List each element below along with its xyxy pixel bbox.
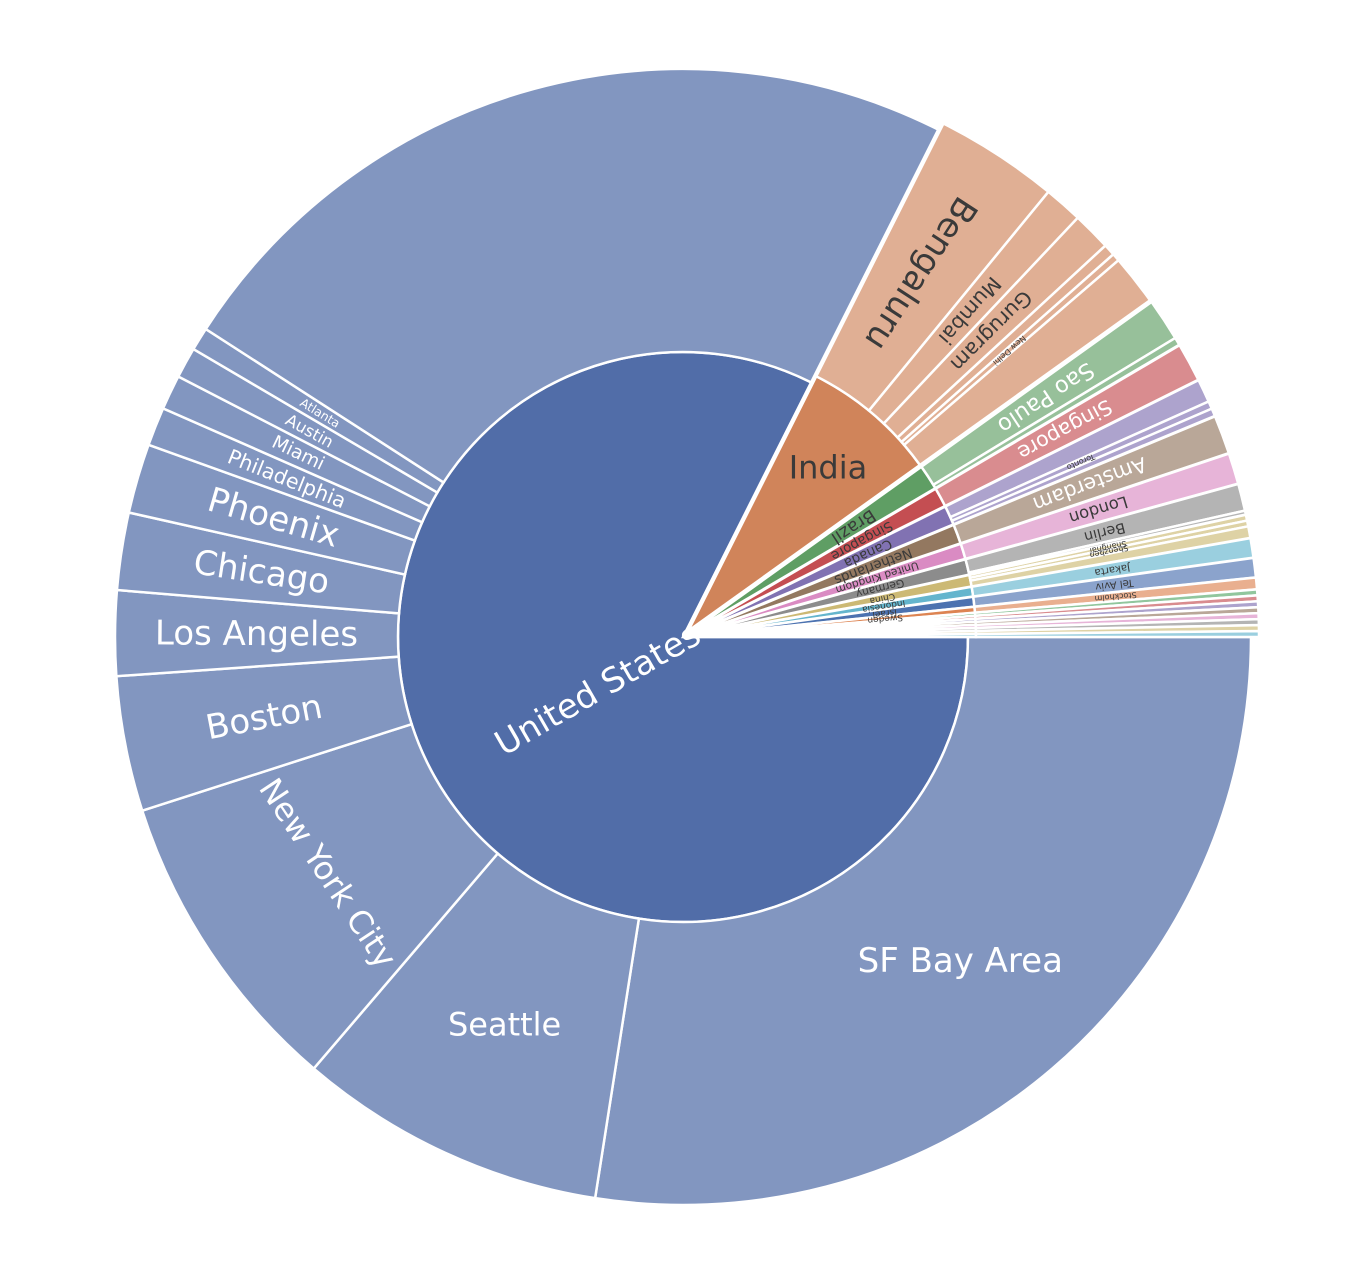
city-slice[interactable] [204,67,940,485]
city-slice[interactable] [974,629,1261,639]
city-slice-sf-bay-area[interactable] [593,635,1253,1207]
slice-layer [113,67,1261,1207]
city-slice[interactable] [902,258,1152,467]
